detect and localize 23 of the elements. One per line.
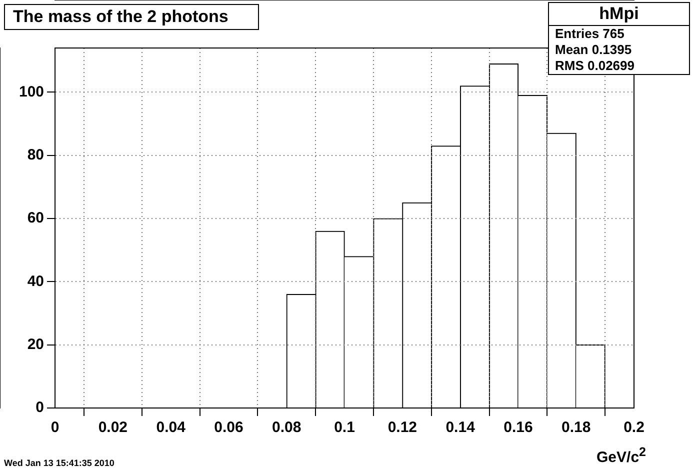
x-tick-label: 0.06: [214, 419, 244, 436]
x-tick-label: 0.02: [98, 419, 128, 436]
x-tick-label: 0.04: [156, 419, 186, 436]
chart-title: The mass of the 2 photons: [4, 4, 260, 30]
x-tick-label: 0.16: [504, 419, 533, 436]
x-tick-label: 0.08: [272, 419, 302, 436]
x-tick-label: 0.2: [624, 419, 644, 436]
y-tick-label: 40: [27, 272, 44, 290]
annotation: Mean 0.1395: [554, 42, 633, 58]
annotation: RMS 0.02699: [554, 58, 636, 74]
y-tick-label: 80: [27, 146, 44, 164]
x-tick-label: 0.18: [562, 419, 591, 436]
y-tick-label: 0: [36, 399, 44, 416]
x-tick-label: 0: [50, 419, 60, 436]
text: Wed Jan 13 15:41:35 2010: [4, 458, 114, 468]
x-tick-label: 0.12: [388, 419, 418, 436]
y-tick-label: 20: [27, 336, 44, 353]
y-tick-label: 100: [18, 83, 44, 100]
x-axis-title: GeV/c$^{2}$: [596, 445, 646, 466]
stats-box: hMpi Entries 765 Mean 0.1395 RMS 0.02699: [548, 2, 690, 75]
x-tick-label: 0.1: [334, 419, 355, 436]
y-tick-label: 60: [27, 210, 44, 227]
x-tick-label: 0.14: [446, 419, 476, 436]
